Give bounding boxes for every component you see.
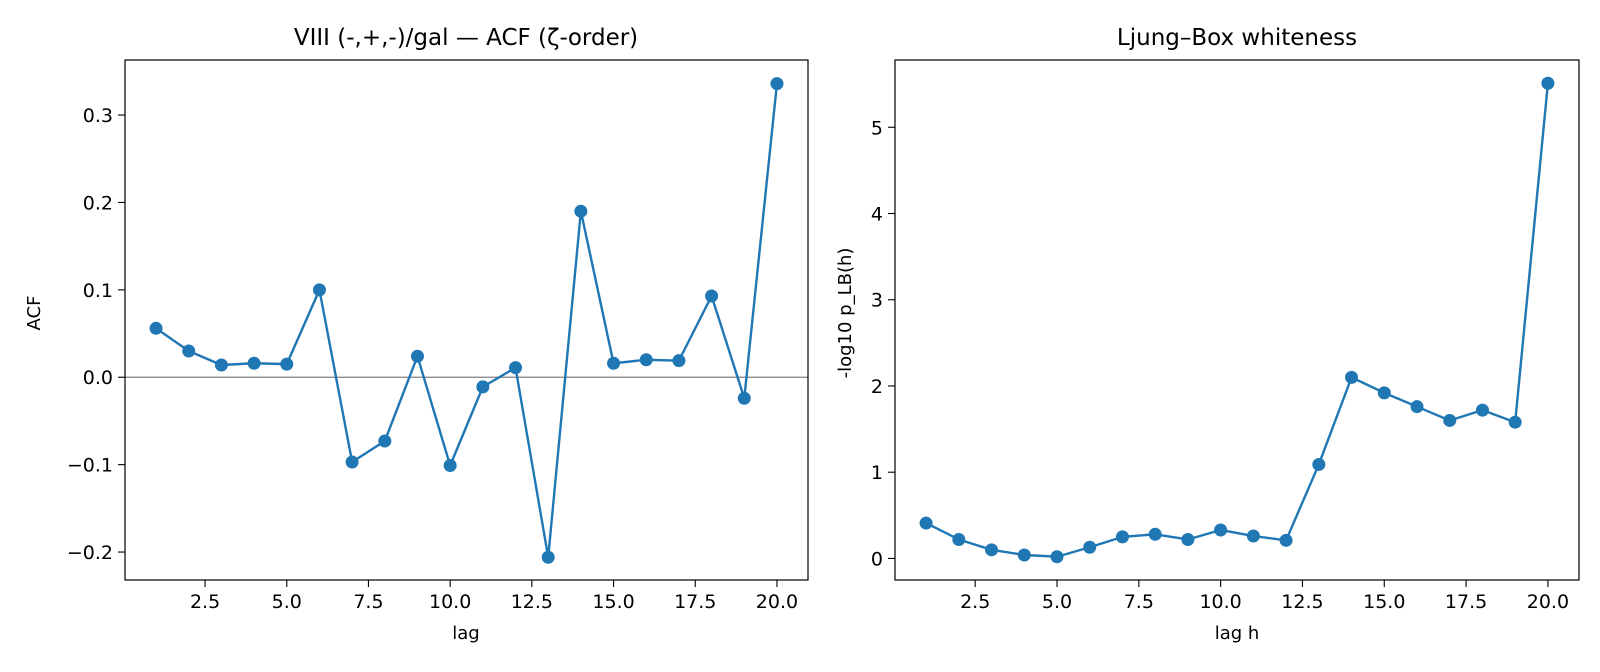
acf-x-tick-label: 20.0 [756, 591, 798, 613]
acf-data-point [639, 353, 653, 367]
ljung-box-data-point [919, 516, 933, 530]
acf-y-tick-label: −0.2 [67, 542, 113, 564]
ljung-box-y-axis-label: -log10 p_LB(h) [835, 248, 856, 379]
acf-x-tick-label: 2.5 [190, 591, 220, 613]
acf-data-point [770, 77, 784, 91]
acf-data-point [705, 289, 719, 303]
acf-data-point [737, 391, 751, 405]
ljung-box-data-point [1115, 530, 1129, 544]
ljung-box-data-point [1475, 403, 1489, 417]
ljung-box-y-tick-label: 5 [871, 117, 883, 139]
ljung-box-panel: Ljung–Box whiteness lag h -log10 p_LB(h)… [835, 25, 1580, 644]
ljung-box-y-tick-label: 3 [871, 290, 883, 312]
acf-series [149, 77, 784, 564]
acf-data-point [509, 361, 523, 375]
ljung-box-data-point [1345, 370, 1359, 384]
ljung-box-x-tick-label: 5.0 [1042, 591, 1072, 613]
ljung-box-data-point [1181, 532, 1195, 546]
ljung-box-x-tick-label: 15.0 [1363, 591, 1405, 613]
ljung-box-data-point [1279, 533, 1293, 547]
acf-data-point [149, 321, 163, 335]
ljung-box-data-point [1017, 548, 1031, 562]
acf-data-point [247, 356, 261, 370]
acf-x-tick-label: 7.5 [353, 591, 383, 613]
acf-x-tick-label: 12.5 [511, 591, 553, 613]
ljung-box-data-point [1410, 400, 1424, 414]
acf-data-point [672, 354, 686, 368]
acf-panel: VIII (-,+,-)/gal — ACF (ζ-order) lag ACF… [24, 25, 809, 644]
acf-data-point [312, 283, 326, 297]
ljung-box-title: Ljung–Box whiteness [1117, 25, 1357, 51]
ljung-box-x-tick-label: 7.5 [1124, 591, 1154, 613]
ljung-box-data-point [1377, 386, 1391, 400]
ljung-box-data-point [985, 543, 999, 557]
acf-title: VIII (-,+,-)/gal — ACF (ζ-order) [294, 25, 638, 51]
ljung-box-data-point [1083, 540, 1097, 554]
acf-y-axis-label: ACF [24, 296, 45, 331]
acf-plot-frame [124, 59, 809, 581]
ljung-box-data-point [1148, 527, 1162, 541]
ljung-box-y-tick-label: 0 [871, 548, 883, 570]
acf-data-point [378, 434, 392, 448]
ljung-box-data-point [1214, 523, 1228, 537]
ljung-box-x-axis-label: lag h [1215, 623, 1260, 644]
ljung-box-y-tick-label: 2 [871, 376, 883, 398]
ljung-box-ticks: 2.5 5.0 7.5 10.0 12.5 15.0 17.5 20.0 0 1 2 3 4 5 [871, 117, 1569, 613]
ljung-box-data-point [1508, 415, 1522, 429]
ljung-box-data-point [1246, 529, 1260, 543]
acf-data-point [410, 349, 424, 363]
acf-y-tick-label: 0.1 [83, 280, 113, 302]
ljung-box-data-point [952, 532, 966, 546]
acf-data-point [345, 455, 359, 469]
ljung-box-x-tick-label: 10.0 [1199, 591, 1241, 613]
acf-data-point [476, 380, 490, 394]
ljung-box-data-point [1443, 413, 1457, 427]
ljung-box-x-tick-label: 17.5 [1445, 591, 1487, 613]
acf-ticks: 2.5 5.0 7.5 10.0 12.5 15.0 17.5 20.0 −0.2 −0.1 0.0… [67, 105, 798, 613]
acf-data-point [574, 204, 588, 218]
acf-y-tick-label: 0.0 [83, 367, 113, 389]
ljung-box-series [919, 76, 1555, 564]
ljung-box-x-tick-label: 12.5 [1281, 591, 1323, 613]
acf-y-tick-label: 0.2 [83, 192, 113, 214]
ljung-box-data-point [1312, 457, 1326, 471]
acf-y-tick-label: 0.3 [83, 105, 113, 127]
ljung-box-data-point [1050, 550, 1064, 564]
acf-data-point [214, 358, 228, 372]
acf-x-tick-label: 17.5 [674, 591, 716, 613]
acf-data-point [541, 550, 555, 564]
acf-data-point [607, 356, 621, 370]
acf-data-point [280, 357, 294, 371]
acf-x-axis-label: lag [452, 623, 479, 644]
ljung-box-y-tick-label: 4 [871, 203, 883, 225]
ljung-box-x-tick-label: 2.5 [960, 591, 990, 613]
ljung-box-data-point [1541, 76, 1555, 90]
ljung-box-y-tick-label: 1 [871, 462, 883, 484]
ljung-box-plot-frame [894, 59, 1580, 581]
acf-x-tick-label: 10.0 [429, 591, 471, 613]
acf-y-tick-label: −0.1 [67, 455, 113, 477]
acf-x-tick-label: 15.0 [592, 591, 634, 613]
acf-data-point [443, 459, 457, 473]
ljung-box-x-tick-label: 20.0 [1527, 591, 1569, 613]
acf-x-tick-label: 5.0 [272, 591, 302, 613]
acf-data-point [182, 344, 196, 358]
